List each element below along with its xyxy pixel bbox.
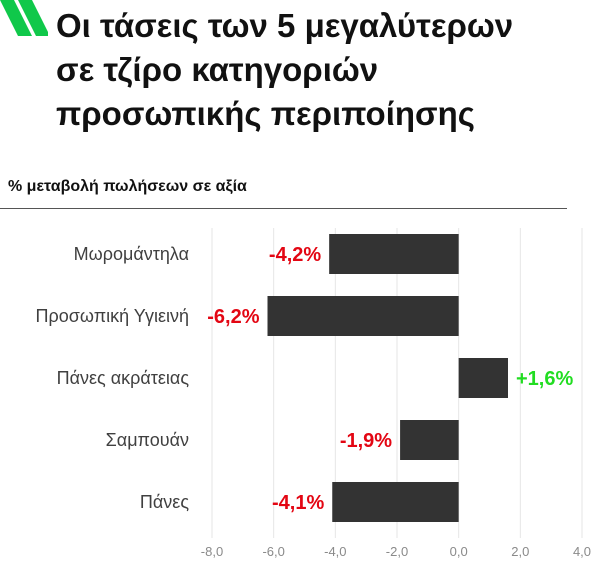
- bar-1: [267, 296, 459, 336]
- logo-slash-right: [18, 0, 48, 36]
- title-line-3: προσωπικής περιποίησης: [56, 95, 475, 132]
- title-line-2: σε τζίρο κατηγοριών: [56, 51, 379, 88]
- x-tick-label-6: 4,0: [573, 544, 591, 559]
- title-line-1: Οι τάσεις των 5 μεγαλύτερων: [56, 7, 514, 44]
- logo-slash-left: [0, 0, 32, 36]
- category-label-0: Μωρομάντηλα: [74, 244, 189, 264]
- subtitle-divider: [0, 208, 567, 209]
- data-label-1: -6,2%: [207, 306, 259, 328]
- bar-4: [332, 482, 459, 522]
- data-label-0: -4,2%: [269, 244, 321, 266]
- data-label-4: -4,1%: [272, 492, 324, 514]
- category-label-3: Σαμπουάν: [106, 430, 189, 450]
- category-label-2: Πάνες ακράτειας: [57, 368, 190, 388]
- x-tick-label-2: -4,0: [324, 544, 346, 559]
- data-label-3: -1,9%: [340, 430, 392, 452]
- category-label-4: Πάνες: [140, 492, 189, 512]
- x-tick-label-3: -2,0: [386, 544, 408, 559]
- bar-0: [329, 234, 459, 274]
- data-label-2: +1,6%: [516, 368, 573, 390]
- chart-subtitle: % μεταβολή πωλήσεων σε αξία: [8, 178, 247, 195]
- bar-3: [400, 420, 459, 460]
- x-tick-label-5: 2,0: [511, 544, 529, 559]
- category-label-1: Προσωπική Υγιεινή: [36, 306, 189, 326]
- x-tick-label-4: 0,0: [450, 544, 468, 559]
- bar-2: [458, 358, 508, 398]
- page-title: Οι τάσεις των 5 μεγαλύτερων σε τζίρο κατ…: [56, 4, 596, 136]
- brand-logo-icon: [0, 0, 48, 36]
- x-tick-label-0: -8,0: [201, 544, 223, 559]
- x-tick-label-1: -6,0: [262, 544, 284, 559]
